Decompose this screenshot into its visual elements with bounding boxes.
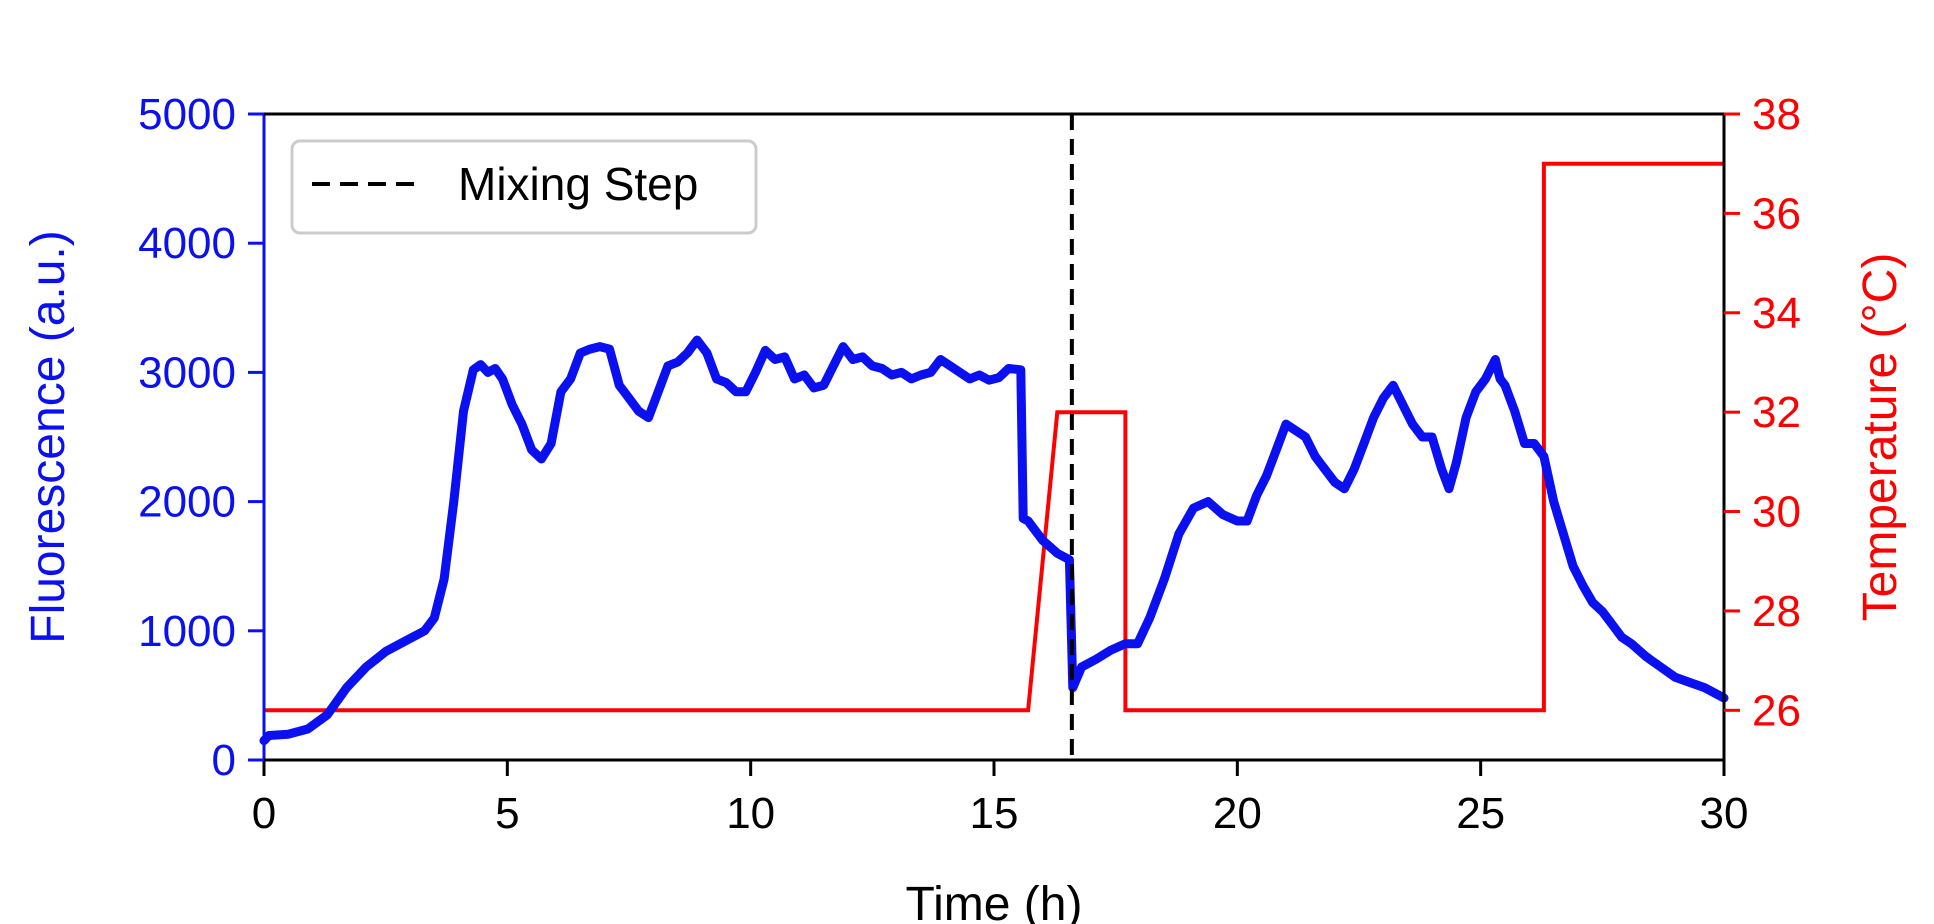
legend: Mixing Step bbox=[290, 139, 758, 235]
left-y-tick-label: 3000 bbox=[138, 348, 236, 397]
x-tick-label: 5 bbox=[495, 789, 519, 838]
right-y-tick-label: 28 bbox=[1752, 587, 1801, 636]
right-y-tick-label: 26 bbox=[1752, 686, 1801, 735]
left-y-axis-ticks: 0 1000 2000 3000 4000 5000 bbox=[138, 90, 264, 785]
left-y-axis-title: Fluorescence (a.u.) bbox=[22, 230, 75, 644]
right-y-tick-label: 38 bbox=[1752, 90, 1801, 139]
x-tick-label: 10 bbox=[726, 789, 775, 838]
fluorescence-series-layer bbox=[259, 335, 1729, 746]
temperature-series-line bbox=[264, 161, 1724, 713]
right-y-tick-label: 34 bbox=[1752, 289, 1801, 338]
temperature-series-layer bbox=[264, 161, 1724, 713]
x-axis-title: Time (h) bbox=[906, 878, 1083, 924]
left-y-tick-label: 1000 bbox=[138, 607, 236, 656]
x-tick-label: 25 bbox=[1456, 789, 1505, 838]
right-y-tick-label: 30 bbox=[1752, 488, 1801, 537]
legend-mixing-step-label: Mixing Step bbox=[458, 158, 698, 210]
right-y-axis-title: Temperature (°C) bbox=[1854, 253, 1907, 622]
x-tick-label: 30 bbox=[1700, 789, 1749, 838]
x-tick-label: 0 bbox=[252, 789, 276, 838]
fluorescence-series-line bbox=[259, 335, 1729, 746]
left-y-tick-label: 2000 bbox=[138, 478, 236, 527]
x-axis-ticks: 0 5 10 15 20 25 30 bbox=[252, 760, 1749, 838]
left-y-tick-label: 0 bbox=[212, 736, 236, 785]
x-tick-label: 20 bbox=[1213, 789, 1262, 838]
right-y-axis-ticks: 26 28 30 32 34 36 38 bbox=[1724, 90, 1801, 735]
right-y-tick-label: 36 bbox=[1752, 189, 1801, 238]
right-y-tick-label: 32 bbox=[1752, 388, 1801, 437]
left-y-tick-label: 4000 bbox=[138, 219, 236, 268]
left-y-tick-label: 5000 bbox=[138, 90, 236, 139]
x-tick-label: 15 bbox=[970, 789, 1019, 838]
legend-box bbox=[290, 139, 758, 235]
